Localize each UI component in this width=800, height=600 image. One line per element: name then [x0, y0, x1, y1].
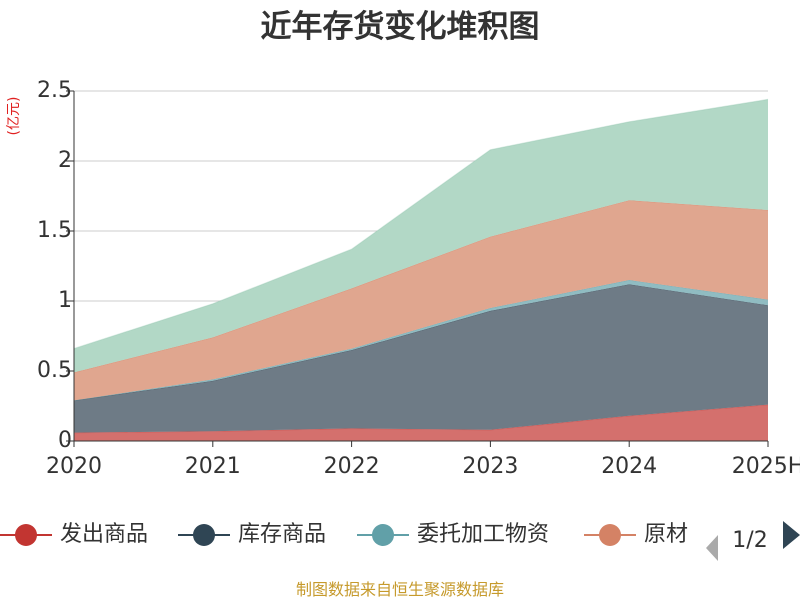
legend-label: 发出商品	[60, 522, 148, 547]
legend-marker	[599, 524, 621, 546]
legend-label: 原材	[644, 522, 688, 547]
y-tick-label: 0	[58, 428, 72, 453]
y-tick-label: 1	[58, 288, 72, 313]
legend-marker	[193, 524, 215, 546]
x-tick-label: 2024	[601, 454, 657, 479]
legend-prev-page-icon[interactable]	[706, 535, 718, 561]
x-tick-label: 2023	[462, 454, 518, 479]
axes: 0 0.5 1 1.5 2 2.5 2020 2021 2022 2023 2024 2025H	[37, 78, 800, 479]
y-axis-unit-label: (亿元)	[6, 97, 22, 136]
y-tick-label: 2	[58, 148, 72, 173]
series-area	[74, 284, 768, 433]
chart-title: 近年存货变化堆积图	[261, 9, 540, 45]
legend-label: 库存商品	[238, 522, 326, 547]
legend-next-page-icon[interactable]	[783, 521, 800, 549]
series-area	[74, 280, 768, 401]
legend-label: 委托加工物资	[417, 522, 549, 547]
y-tick-label: 1.5	[37, 218, 72, 243]
legend: 发出商品 库存商品 委托加工物资 原材	[0, 522, 688, 547]
y-tick-label: 0.5	[37, 358, 72, 383]
x-tick-label: 2020	[46, 454, 102, 479]
y-tick-label: 2.5	[37, 78, 72, 103]
legend-pager: 1/2	[706, 521, 800, 561]
data-source-note: 制图数据来自恒生聚源数据库	[296, 580, 504, 599]
x-tick-label: 2022	[324, 454, 380, 479]
legend-marker	[372, 524, 394, 546]
series-area	[74, 404, 768, 441]
series-area	[74, 200, 768, 401]
series-line	[73, 98, 769, 350]
legend-marker	[15, 524, 37, 546]
x-tick-label: 2025H	[732, 454, 800, 479]
x-tick-label: 2021	[185, 454, 241, 479]
area-series	[73, 98, 769, 441]
legend-page-indicator: 1/2	[732, 528, 767, 553]
series-area	[74, 99, 768, 373]
